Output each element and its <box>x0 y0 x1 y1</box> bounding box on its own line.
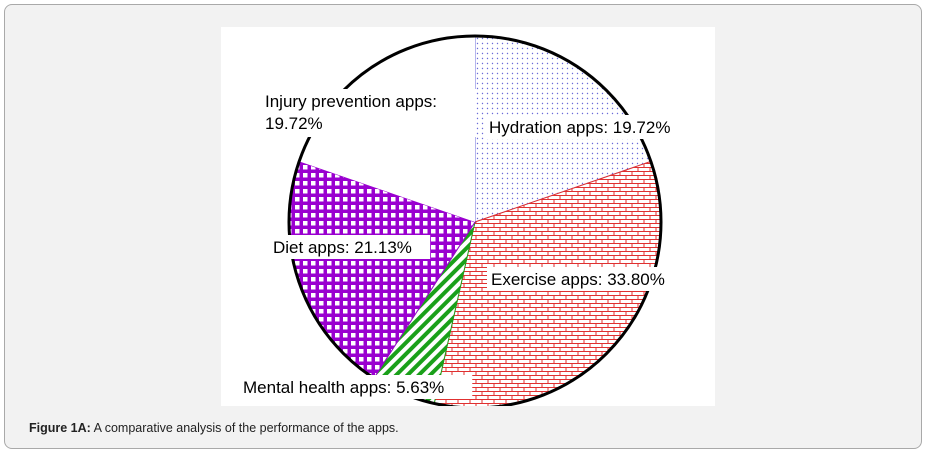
caption-label: Figure 1A: <box>29 421 91 435</box>
slice-label-background <box>239 375 473 399</box>
slice-label-background <box>485 115 692 139</box>
figure-frame: Hydration apps: 19.72% Exercise apps: 33.… <box>4 4 922 449</box>
slice-label: Injury prevention apps: <box>265 92 437 111</box>
slice-label: Hydration apps: 19.72% <box>489 118 670 137</box>
slice-label-background <box>487 267 685 291</box>
slice-label-background <box>269 235 431 259</box>
pie-chart: Hydration apps: 19.72% Exercise apps: 33.… <box>239 34 692 410</box>
slice-label: Exercise apps: 33.80% <box>491 270 665 289</box>
caption-text: A comparative analysis of the performanc… <box>90 421 399 435</box>
slice-label: Mental health apps: 5.63% <box>243 378 444 397</box>
slice-label: 19.72% <box>265 114 323 133</box>
slice-label: Diet apps: 21.13% <box>273 238 412 257</box>
figure-caption: Figure 1A: A comparative analysis of the… <box>29 421 399 435</box>
slice-label-background <box>261 89 477 137</box>
pie-chart-area: Hydration apps: 19.72% Exercise apps: 33.… <box>221 27 715 410</box>
